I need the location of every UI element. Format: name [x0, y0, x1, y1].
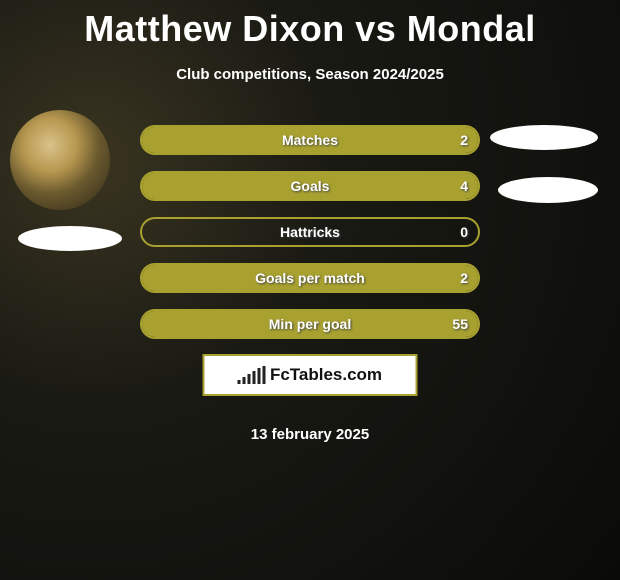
stat-bar-label: Hattricks — [142, 219, 478, 245]
brand-logo-bar — [243, 377, 246, 384]
stat-bar: Hattricks0 — [140, 217, 480, 247]
brand-logo-text: FcTables.com — [270, 365, 382, 385]
brand-logo-bar — [253, 371, 256, 384]
stat-bar-value-left: 55 — [452, 311, 468, 337]
brand-logo-bar — [238, 380, 241, 384]
stat-bar-value-left: 2 — [460, 265, 468, 291]
brand-logo-icon — [238, 366, 266, 384]
subtitle: Club competitions, Season 2024/2025 — [0, 66, 620, 83]
stat-bar-value-left: 2 — [460, 127, 468, 153]
stat-bar-label: Goals per match — [142, 265, 478, 291]
brand-logo-bar — [258, 368, 261, 384]
player-left-avatar — [10, 110, 110, 210]
date-text: 13 february 2025 — [0, 426, 620, 443]
stat-bar-label: Goals — [142, 173, 478, 199]
brand-logo-bar — [263, 366, 266, 384]
stat-bar-label: Min per goal — [142, 311, 478, 337]
player-right-ellipse-1 — [490, 125, 598, 150]
stat-bar: Matches2 — [140, 125, 480, 155]
stat-bar-value-left: 4 — [460, 173, 468, 199]
brand-logo-bar — [248, 374, 251, 384]
infographic-root: Matthew Dixon vs Mondal Club competition… — [0, 0, 620, 580]
player-left-name-ellipse — [18, 226, 122, 251]
stat-bar: Goals per match2 — [140, 263, 480, 293]
stat-bar-value-left: 0 — [460, 219, 468, 245]
player-right-ellipse-2 — [498, 177, 598, 203]
stat-bar: Min per goal55 — [140, 309, 480, 339]
stat-bar-label: Matches — [142, 127, 478, 153]
stat-bar: Goals4 — [140, 171, 480, 201]
brand-logo-box: FcTables.com — [203, 354, 418, 396]
page-title: Matthew Dixon vs Mondal — [0, 0, 620, 50]
stats-bars: Matches2Goals4Hattricks0Goals per match2… — [140, 125, 480, 355]
